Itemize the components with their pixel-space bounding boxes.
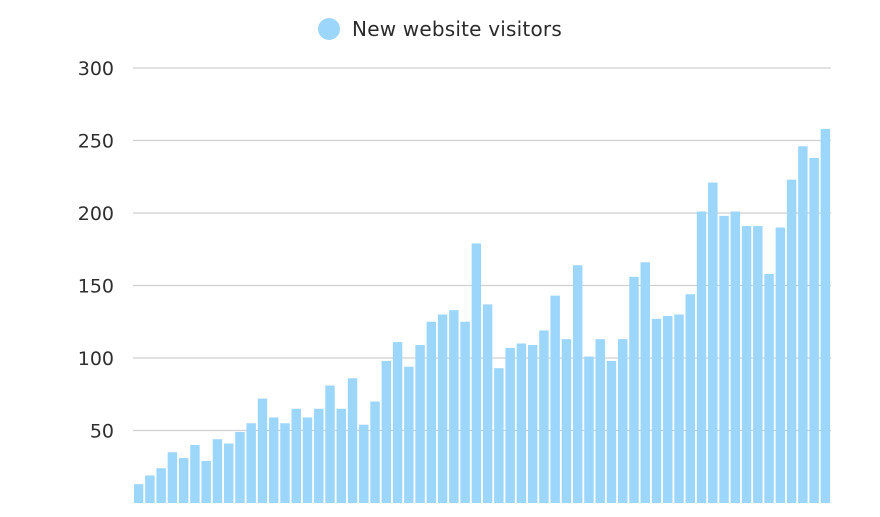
- bar: [708, 182, 718, 504]
- bar: [212, 439, 223, 503]
- y-axis-tick-labels: 50 100 150 200 250 300: [78, 58, 114, 443]
- bar: [572, 265, 583, 503]
- bar: [663, 315, 673, 503]
- bars: [133, 128, 831, 504]
- y-tick-label: 250: [78, 131, 114, 153]
- bar: [336, 408, 347, 503]
- bar: [640, 262, 650, 503]
- bar: [392, 342, 403, 503]
- bar: [381, 360, 392, 503]
- bar: [685, 294, 696, 503]
- bar: [482, 304, 493, 503]
- bar: [347, 378, 358, 503]
- bar: [291, 408, 301, 503]
- bar: [460, 321, 470, 503]
- bar: [505, 347, 515, 503]
- bar: [618, 339, 628, 503]
- bar: [359, 424, 369, 503]
- bar: [145, 475, 155, 503]
- bar: [302, 417, 313, 503]
- bar: [527, 344, 538, 503]
- bar: [561, 339, 572, 503]
- bar: [167, 452, 178, 503]
- bar: [426, 321, 437, 503]
- bar: [730, 211, 741, 504]
- bar: [449, 310, 459, 503]
- bar: [178, 458, 189, 503]
- bar: [269, 417, 279, 503]
- y-tick-label: 300: [78, 58, 114, 80]
- bar: [741, 226, 752, 504]
- bar: [404, 366, 414, 503]
- bar: [201, 460, 211, 503]
- y-tick-label: 100: [78, 348, 114, 370]
- bar: [190, 445, 200, 503]
- legend: New website visitors: [0, 14, 880, 44]
- legend-swatch: [318, 18, 341, 40]
- bar: [629, 276, 639, 503]
- y-tick-label: 150: [78, 276, 114, 298]
- bar: [764, 273, 774, 503]
- bar: [584, 356, 594, 503]
- bar: [516, 343, 527, 503]
- legend-label: New website visitors: [352, 17, 562, 41]
- bar: [674, 314, 684, 503]
- bar: [325, 385, 335, 503]
- bar: [246, 423, 256, 503]
- bar: [257, 398, 268, 503]
- bar: [415, 344, 425, 503]
- bar: [798, 146, 808, 504]
- bar: [775, 227, 786, 503]
- bar: [606, 360, 617, 503]
- bar: [471, 243, 482, 503]
- bar: [719, 215, 729, 503]
- bar: [494, 368, 504, 503]
- bar: [651, 318, 662, 503]
- bar: [820, 128, 831, 503]
- bar: [696, 211, 707, 504]
- bar: [314, 408, 324, 503]
- bar: [809, 157, 819, 503]
- bar: [156, 468, 166, 503]
- y-tick-label: 200: [78, 203, 114, 225]
- bar: [437, 314, 448, 503]
- y-tick-label: 50: [90, 421, 114, 443]
- bar: [370, 401, 380, 503]
- bar: [235, 431, 245, 503]
- bar: [595, 339, 605, 503]
- bar: [280, 423, 290, 503]
- bar: [223, 443, 234, 503]
- bar: [133, 484, 144, 503]
- bar: [550, 295, 560, 503]
- bar: [786, 179, 797, 503]
- bar: [539, 330, 549, 503]
- bar: [753, 226, 763, 504]
